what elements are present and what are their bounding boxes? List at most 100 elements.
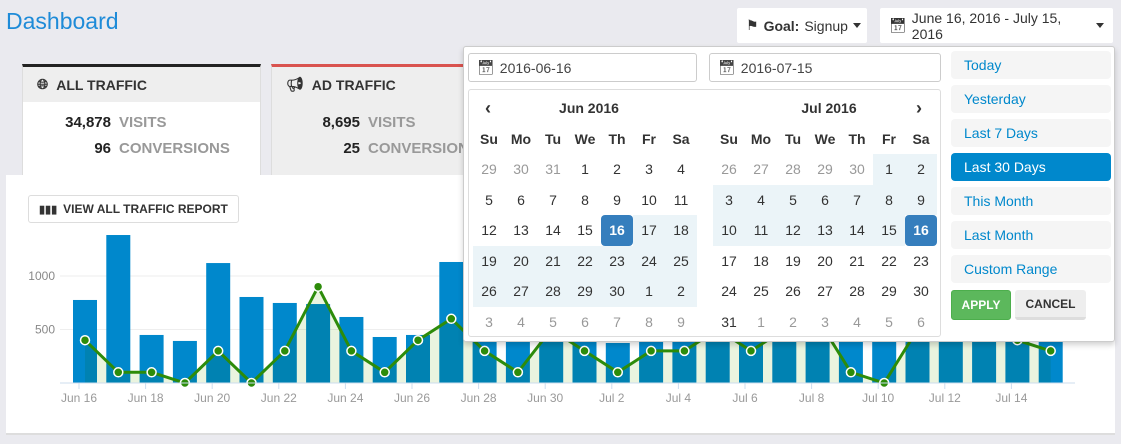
cancel-button[interactable]: CANCEL: [1015, 290, 1086, 320]
range-option[interactable]: This Month: [951, 187, 1111, 215]
start-date-input[interactable]: 📅︎ 2016-06-16: [468, 53, 697, 82]
calendar-day[interactable]: 31: [721, 313, 737, 330]
calendar-day[interactable]: 2: [665, 276, 697, 307]
apply-button[interactable]: APPLY: [951, 290, 1011, 320]
calendar-day[interactable]: 2: [905, 154, 937, 185]
calendar-day[interactable]: 18: [753, 252, 769, 269]
calendar-day[interactable]: 25: [665, 245, 697, 276]
calendar-day[interactable]: 29: [881, 283, 897, 300]
calendar-day[interactable]: 29: [817, 161, 833, 178]
calendar-day[interactable]: 16: [905, 215, 937, 246]
calendar-day[interactable]: 30: [601, 276, 633, 307]
calendar-day[interactable]: 3: [485, 313, 493, 330]
calendar-day[interactable]: 6: [809, 184, 841, 215]
calendar-day[interactable]: 26: [721, 161, 737, 178]
calendar-day[interactable]: 26: [785, 283, 801, 300]
calendar-day[interactable]: 20: [505, 245, 537, 276]
calendar-day[interactable]: 5: [549, 313, 557, 330]
calendar-day[interactable]: 4: [677, 161, 685, 178]
calendar-day[interactable]: 23: [913, 252, 929, 269]
calendar-day[interactable]: 12: [481, 222, 497, 239]
calendar-day[interactable]: 28: [849, 283, 865, 300]
calendar-day[interactable]: 14: [841, 215, 873, 246]
calendar-day[interactable]: 12: [777, 215, 809, 246]
calendar-day[interactable]: 1: [581, 161, 589, 178]
calendar-day[interactable]: 7: [841, 184, 873, 215]
date-range-dropdown[interactable]: 📅︎ June 16, 2016 - July 15, 2016: [880, 8, 1113, 43]
calendar-day[interactable]: 26: [473, 276, 505, 307]
calendar-day[interactable]: 9: [677, 313, 685, 330]
calendar-day[interactable]: 3: [713, 184, 745, 215]
calendar-day[interactable]: 17: [721, 252, 737, 269]
calendar-day[interactable]: 30: [849, 161, 865, 178]
calendar-day[interactable]: 3: [821, 313, 829, 330]
calendar-day[interactable]: 17: [633, 215, 665, 246]
calendar-day[interactable]: 14: [545, 222, 561, 239]
calendar-day[interactable]: 9: [905, 184, 937, 215]
calendar-day[interactable]: 4: [517, 313, 525, 330]
calendar-day[interactable]: 4: [745, 184, 777, 215]
calendar-day[interactable]: 7: [613, 313, 621, 330]
calendar-day[interactable]: 29: [569, 276, 601, 307]
next-month-icon[interactable]: ›: [916, 98, 922, 118]
calendar-day[interactable]: 25: [753, 283, 769, 300]
calendar-day[interactable]: 24: [721, 283, 737, 300]
calendar-day[interactable]: 7: [549, 191, 557, 208]
calendar-day[interactable]: 5: [485, 191, 493, 208]
end-date-input[interactable]: 📅︎ 2016-07-15: [709, 53, 941, 82]
range-option[interactable]: Last 30 Days: [951, 153, 1111, 181]
calendar-day[interactable]: 21: [537, 245, 569, 276]
range-option[interactable]: Today: [951, 51, 1111, 79]
calendar-day[interactable]: 20: [817, 252, 833, 269]
calendar-day[interactable]: 1: [757, 313, 765, 330]
calendar-day[interactable]: 8: [873, 184, 905, 215]
calendar-day[interactable]: 13: [809, 215, 841, 246]
calendar-day[interactable]: 2: [613, 161, 621, 178]
calendar-day[interactable]: 2: [789, 313, 797, 330]
calendar-day[interactable]: 23: [601, 245, 633, 276]
calendar-day[interactable]: 27: [817, 283, 833, 300]
calendar-day[interactable]: 10: [641, 191, 657, 208]
calendar-day[interactable]: 21: [849, 252, 865, 269]
tab-ad-traffic[interactable]: 📢︎ AD TRAFFIC 8,695 VISITS 25 CONVERSIONS: [271, 64, 491, 176]
goal-dropdown[interactable]: ⚑ Goal: Signup: [737, 8, 867, 43]
calendar-day[interactable]: 11: [745, 215, 777, 246]
calendar-day[interactable]: 29: [481, 161, 497, 178]
tab-all-traffic[interactable]: 🌐︎ ALL TRAFFIC 34,878 VISITS 96 CONVERSIONS: [22, 64, 261, 176]
calendar-day[interactable]: 8: [645, 313, 653, 330]
range-option[interactable]: Yesterday: [951, 85, 1111, 113]
prev-month-icon[interactable]: ‹: [485, 98, 491, 118]
range-option[interactable]: Custom Range: [951, 255, 1111, 283]
calendar-day[interactable]: 16: [601, 215, 633, 246]
calendar-day[interactable]: 30: [513, 161, 529, 178]
calendar-day[interactable]: 24: [633, 245, 665, 276]
calendar-day[interactable]: 19: [785, 252, 801, 269]
calendar-day[interactable]: 1: [873, 154, 905, 185]
calendar-day[interactable]: 6: [517, 191, 525, 208]
calendar-day[interactable]: 31: [545, 161, 561, 178]
view-all-traffic-report-button[interactable]: ▮▮▮ VIEW ALL TRAFFIC REPORT: [28, 195, 239, 223]
calendar-day[interactable]: 27: [505, 276, 537, 307]
calendar-day[interactable]: 15: [577, 222, 593, 239]
calendar-day[interactable]: 5: [885, 313, 893, 330]
calendar-day[interactable]: 9: [613, 191, 621, 208]
range-option[interactable]: Last Month: [951, 221, 1111, 249]
calendar-day[interactable]: 11: [673, 191, 689, 208]
calendar-day[interactable]: 3: [645, 161, 653, 178]
calendar-day[interactable]: 13: [513, 222, 529, 239]
calendar-day[interactable]: 10: [713, 215, 745, 246]
calendar-day[interactable]: 8: [581, 191, 589, 208]
calendar-day[interactable]: 5: [777, 184, 809, 215]
calendar-day[interactable]: 4: [853, 313, 861, 330]
calendar-day[interactable]: 28: [537, 276, 569, 307]
calendar-day[interactable]: 6: [917, 313, 925, 330]
calendar-day[interactable]: 28: [785, 161, 801, 178]
range-option[interactable]: Last 7 Days: [951, 119, 1111, 147]
calendar-day[interactable]: 15: [873, 215, 905, 246]
calendar-day[interactable]: 22: [569, 245, 601, 276]
calendar-day[interactable]: 22: [881, 252, 897, 269]
calendar-day[interactable]: 19: [473, 245, 505, 276]
calendar-day[interactable]: 6: [581, 313, 589, 330]
calendar-day[interactable]: 30: [913, 283, 929, 300]
calendar-day[interactable]: 27: [753, 161, 769, 178]
